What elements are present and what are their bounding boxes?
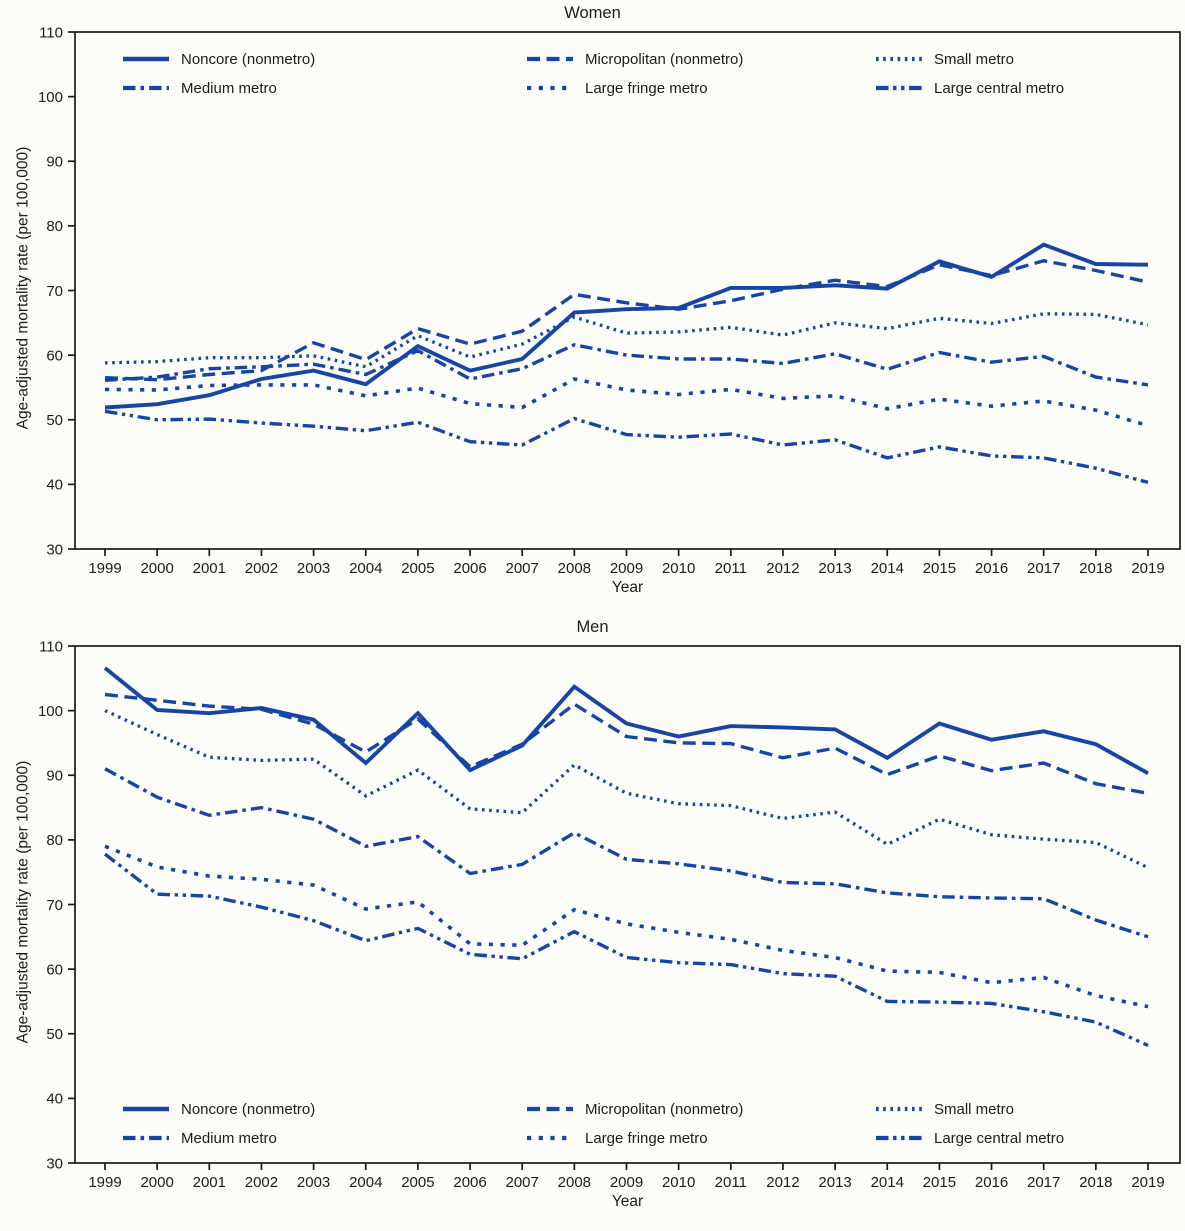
y-tick-label: 110 <box>39 640 63 655</box>
y-tick-label: 40 <box>46 477 63 494</box>
x-tick-label: 2014 <box>871 560 904 576</box>
series-small-metro <box>104 312 1149 369</box>
x-tick-label: 2005 <box>401 1174 434 1190</box>
x-tick-label: 2009 <box>610 560 643 576</box>
series-small-metro <box>104 709 1149 870</box>
x-tick-label: 2009 <box>610 1174 643 1190</box>
x-tick-label: 2007 <box>506 1174 539 1190</box>
y-tick-label: 50 <box>46 1026 63 1043</box>
x-tick-label: 2014 <box>871 1174 904 1190</box>
x-tick-label: 2012 <box>766 1174 799 1190</box>
x-tick-label: 2018 <box>1079 1174 1112 1190</box>
x-tick-label: 2012 <box>766 560 799 576</box>
x-tick-label: 2016 <box>975 560 1008 576</box>
series-large-central-metro <box>104 409 1149 485</box>
chart-title-women: Women <box>564 4 621 22</box>
y-axis: 30 40 50 60 70 80 90 100 110 <box>38 640 75 1172</box>
x-tick-label: 2008 <box>558 1174 591 1190</box>
y-tick-label: 30 <box>46 1155 63 1172</box>
chart-title-men: Men <box>576 618 609 636</box>
y-tick-label: 60 <box>46 347 63 364</box>
x-tick-label: 2005 <box>401 560 434 576</box>
x-tick-label: 2003 <box>297 1174 330 1190</box>
x-tick-label: 2006 <box>453 1174 486 1190</box>
x-tick-label: 2000 <box>140 1174 173 1190</box>
x-axis: 1999 2000 2001 2002 2003 2004 2005 2006 2007 2008… <box>88 549 1165 576</box>
x-tick-label: 2010 <box>662 1174 695 1190</box>
x-tick-label: 2011 <box>715 1174 747 1190</box>
men-chart: Men 30 40 50 60 70 80 90 100 110 1999 2000 2001 2002… <box>0 616 1185 1216</box>
women-x-axis-title: Year <box>611 579 644 596</box>
x-tick-label: 2013 <box>818 1174 851 1190</box>
plot-frame <box>74 31 1181 550</box>
y-tick-label: 90 <box>46 768 63 785</box>
women-plot-canvas: 30 40 50 60 70 80 90 100 110 1999 2000 2001 2002 2003… <box>38 26 1181 576</box>
y-tick-label: 30 <box>46 541 63 558</box>
y-tick-label: 70 <box>46 283 63 300</box>
x-tick-label: 2013 <box>818 560 851 576</box>
series-medium-metro <box>104 343 1149 387</box>
x-tick-label: 2019 <box>1131 1174 1164 1190</box>
x-tick-label: 2006 <box>453 560 486 576</box>
y-tick-label: 110 <box>39 26 63 41</box>
men-plot-area: 30 40 50 60 70 80 90 100 110 1999 2000 2001 2002 2003… <box>0 640 1185 1190</box>
series-noncore-nonmetro <box>104 242 1149 410</box>
x-tick-label: 2004 <box>349 560 382 576</box>
series-micropolitan-nonmetro <box>104 692 1149 795</box>
x-tick-label: 2008 <box>558 560 591 576</box>
series-large-central-metro <box>103 852 1149 1047</box>
x-tick-label: 2019 <box>1131 560 1164 576</box>
x-tick-label: 2010 <box>662 560 695 576</box>
series-large-fringe-metro <box>104 377 1149 428</box>
series-micropolitan-nonmetro <box>104 259 1149 382</box>
x-tick-label: 1999 <box>88 560 121 576</box>
x-tick-label: 2018 <box>1079 560 1112 576</box>
x-tick-label: 2011 <box>715 560 747 576</box>
x-axis: 1999 2000 2001 2002 2003 2004 2005 2006 2007 2008… <box>88 1163 1165 1190</box>
x-tick-label: 2016 <box>975 1174 1008 1190</box>
y-tick-label: 50 <box>46 412 63 429</box>
y-tick-label: 80 <box>46 832 63 849</box>
series-medium-metro <box>104 767 1149 939</box>
x-tick-label: 2015 <box>923 560 956 576</box>
y-tick-label: 100 <box>38 703 63 720</box>
y-tick-label: 90 <box>46 154 63 171</box>
x-tick-label: 2004 <box>349 1174 382 1190</box>
x-tick-label: 1999 <box>88 1174 121 1190</box>
x-tick-label: 2015 <box>923 1174 956 1190</box>
x-tick-label: 2007 <box>506 560 539 576</box>
women-plot-area: 30 40 50 60 70 80 90 100 110 1999 2000 2001 2002 2003… <box>0 26 1185 576</box>
series-large-fringe-metro <box>104 844 1149 1009</box>
y-tick-label: 60 <box>46 961 63 978</box>
x-tick-label: 2001 <box>193 560 226 576</box>
x-tick-label: 2002 <box>245 1174 278 1190</box>
x-tick-label: 2003 <box>297 560 330 576</box>
y-tick-label: 70 <box>46 897 63 914</box>
men-y-axis-title: Age-adjusted mortality rate (per 100,000… <box>14 760 32 1044</box>
x-tick-label: 2017 <box>1027 560 1060 576</box>
men-plot-canvas: 30 40 50 60 70 80 90 100 110 1999 2000 2001 2002 2003… <box>38 640 1181 1190</box>
y-tick-label: 100 <box>38 89 63 106</box>
x-tick-label: 2017 <box>1027 1174 1060 1190</box>
men-x-axis-title: Year <box>611 1193 644 1210</box>
women-chart: Women 30 40 50 60 70 80 90 100 110 1999 2000 2001 20… <box>0 2 1185 602</box>
y-axis: 30 40 50 60 70 80 90 100 110 <box>38 26 75 558</box>
x-tick-label: 2001 <box>193 1174 226 1190</box>
y-tick-label: 40 <box>46 1091 63 1108</box>
women-y-axis-title: Age-adjusted mortality rate (per 100,000… <box>14 146 32 430</box>
y-tick-label: 80 <box>46 218 63 235</box>
series-noncore-nonmetro <box>103 666 1149 776</box>
x-tick-label: 2002 <box>245 560 278 576</box>
x-tick-label: 2000 <box>140 560 173 576</box>
